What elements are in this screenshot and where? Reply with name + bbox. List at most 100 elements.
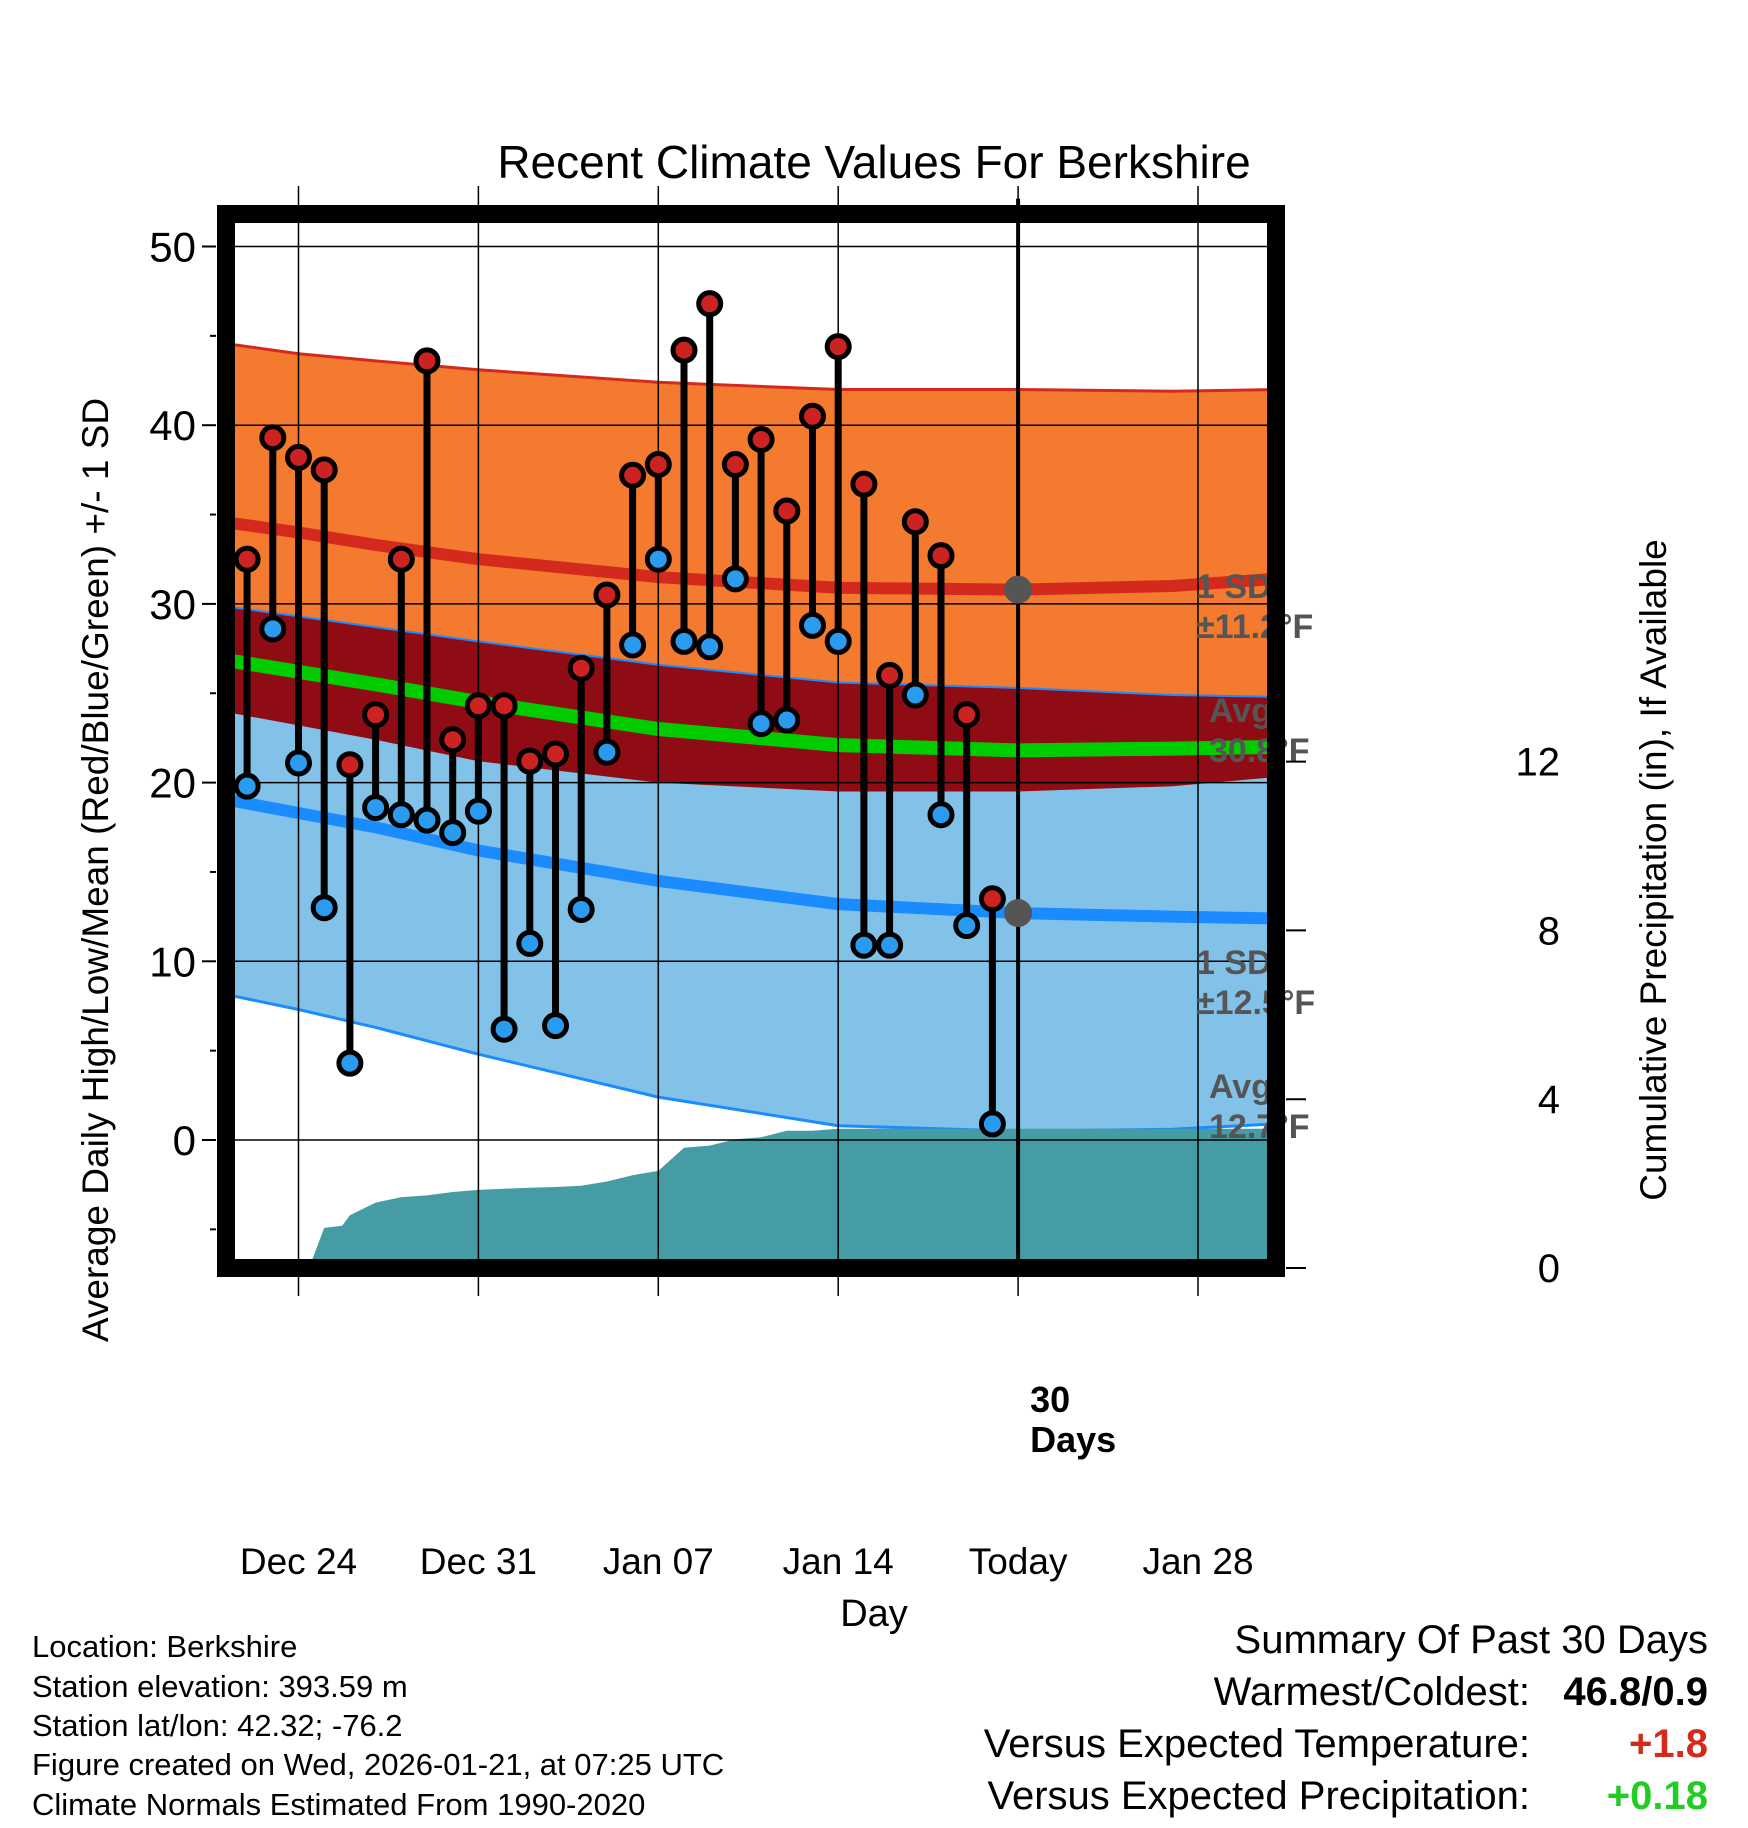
today-high-avg-marker xyxy=(1004,575,1033,604)
temp-diff-label: Versus Expected Temperature: xyxy=(983,1722,1530,1766)
y2-tick-label: 0 xyxy=(1538,1247,1560,1291)
day-high-point xyxy=(259,424,287,452)
day-low-point xyxy=(439,819,467,847)
day-low-point xyxy=(644,545,672,573)
day-high-point xyxy=(233,545,261,573)
x-tick-label: Jan 28 xyxy=(1142,1541,1253,1582)
day-high-point xyxy=(593,581,621,609)
precip-cumulative-area xyxy=(259,1128,1276,1268)
day-high-point xyxy=(850,470,878,498)
y-tick-label: 10 xyxy=(149,938,196,985)
day-high-point xyxy=(439,726,467,754)
day-low-point xyxy=(876,931,904,959)
day-high-point xyxy=(799,402,826,430)
warmest-value: 46.8/0.9 xyxy=(1563,1670,1708,1714)
x-tick-label: Today xyxy=(969,1541,1068,1582)
day-low-point xyxy=(773,706,801,734)
axes: 0 10 20 30 40 50 0 4 8 12 Dec 24 Dec 31 Jan 07 Jan 14… xyxy=(149,205,1561,1582)
summary-heading: Summary Of Past 30 Days xyxy=(1234,1618,1708,1662)
today-label-line: 30 xyxy=(1030,1379,1070,1420)
day-low-point xyxy=(387,801,415,829)
day-low-point xyxy=(978,1110,1006,1138)
precip-area xyxy=(259,1128,1276,1268)
day-high-point xyxy=(336,751,364,779)
day-low-point xyxy=(542,1012,569,1040)
y-axis-label: Average Daily High/Low/Mean (Red/Blue/Gr… xyxy=(75,398,116,1342)
meta-latlon: Station lat/lon: 42.32; -76.2 xyxy=(32,1708,403,1743)
chart-title: Recent Climate Values For Berkshire xyxy=(497,136,1250,188)
day-low-point xyxy=(927,801,955,829)
day-high-point xyxy=(567,654,595,682)
day-high-point xyxy=(490,692,518,720)
x-tick-label: Jan 14 xyxy=(783,1541,894,1582)
day-low-point xyxy=(413,806,441,834)
low-avg-annotation: Avg: 12.7°F xyxy=(1209,1068,1310,1146)
y-tick-label: 40 xyxy=(149,402,196,449)
x-tick-label: Dec 24 xyxy=(240,1541,357,1582)
daily-range-bars xyxy=(233,290,1006,1138)
day-low-point xyxy=(799,611,826,639)
meta-elevation: Station elevation: 393.59 m xyxy=(32,1669,408,1704)
day-low-point xyxy=(670,627,698,655)
x-axis-label: Day xyxy=(840,1593,908,1635)
day-high-point xyxy=(362,701,390,729)
day-low-point xyxy=(567,895,595,923)
day-low-point xyxy=(619,631,647,659)
day-high-point xyxy=(285,443,312,471)
day-low-point xyxy=(490,1015,518,1043)
day-low-point xyxy=(593,738,621,766)
meta-created: Figure created on Wed, 2026-01-21, at 07… xyxy=(32,1747,725,1782)
day-low-point xyxy=(336,1049,364,1077)
day-high-point xyxy=(927,542,955,570)
day-high-point xyxy=(644,451,672,479)
summary-warmest-row: Warmest/Coldest: 46.8/0.9 xyxy=(1214,1670,1708,1715)
precip-diff-value: +0.18 xyxy=(1606,1774,1708,1818)
y2-tick-label: 12 xyxy=(1516,741,1561,785)
day-high-point xyxy=(464,692,492,720)
y-tick-label: 50 xyxy=(149,224,196,271)
day-high-point xyxy=(670,336,698,364)
y2-tick-label: 4 xyxy=(1538,1078,1560,1122)
day-high-point xyxy=(387,545,415,573)
day-high-point xyxy=(310,456,338,484)
day-low-point xyxy=(516,929,544,957)
day-high-point xyxy=(413,347,441,375)
day-low-point xyxy=(696,633,724,661)
day-high-point xyxy=(696,290,724,318)
day-high-point xyxy=(542,740,569,768)
day-high-point xyxy=(876,661,904,689)
today-label-line: Days xyxy=(1030,1419,1116,1460)
day-high-point xyxy=(978,885,1006,913)
day-low-point xyxy=(721,565,749,593)
x-tick-label: Dec 31 xyxy=(420,1541,537,1582)
summary-temp-row: Versus Expected Temperature: +1.8 xyxy=(984,1722,1708,1767)
day-low-point xyxy=(362,794,390,822)
day-low-point xyxy=(824,627,852,655)
day-high-point xyxy=(953,701,981,729)
today-low-avg-marker xyxy=(1004,899,1033,928)
day-high-point xyxy=(721,451,749,479)
day-high-point xyxy=(824,333,852,361)
day-high-point xyxy=(516,747,544,775)
day-low-point xyxy=(747,710,775,738)
warmest-label: Warmest/Coldest: xyxy=(1213,1670,1530,1714)
day-low-point xyxy=(233,772,261,800)
day-low-point xyxy=(850,931,878,959)
y-tick-label: 20 xyxy=(149,760,196,807)
y2-tick-label: 8 xyxy=(1538,909,1560,953)
y-tick-label: 30 xyxy=(149,581,196,628)
y2-axis-label: Cumulative Precipitation (in), If Availa… xyxy=(1633,539,1674,1201)
meta-normals: Climate Normals Estimated From 1990-2020 xyxy=(32,1787,646,1822)
day-low-point xyxy=(310,894,338,922)
day-high-point xyxy=(773,497,801,525)
y-tick-label: 0 xyxy=(173,1117,196,1164)
day-low-point xyxy=(464,797,492,825)
normal-bands xyxy=(220,341,1276,1133)
day-low-point xyxy=(953,912,981,940)
summary-precip-row: Versus Expected Precipitation: +0.18 xyxy=(987,1774,1708,1819)
day-high-point xyxy=(901,508,929,536)
day-low-point xyxy=(901,681,929,709)
day-low-point xyxy=(259,615,287,643)
